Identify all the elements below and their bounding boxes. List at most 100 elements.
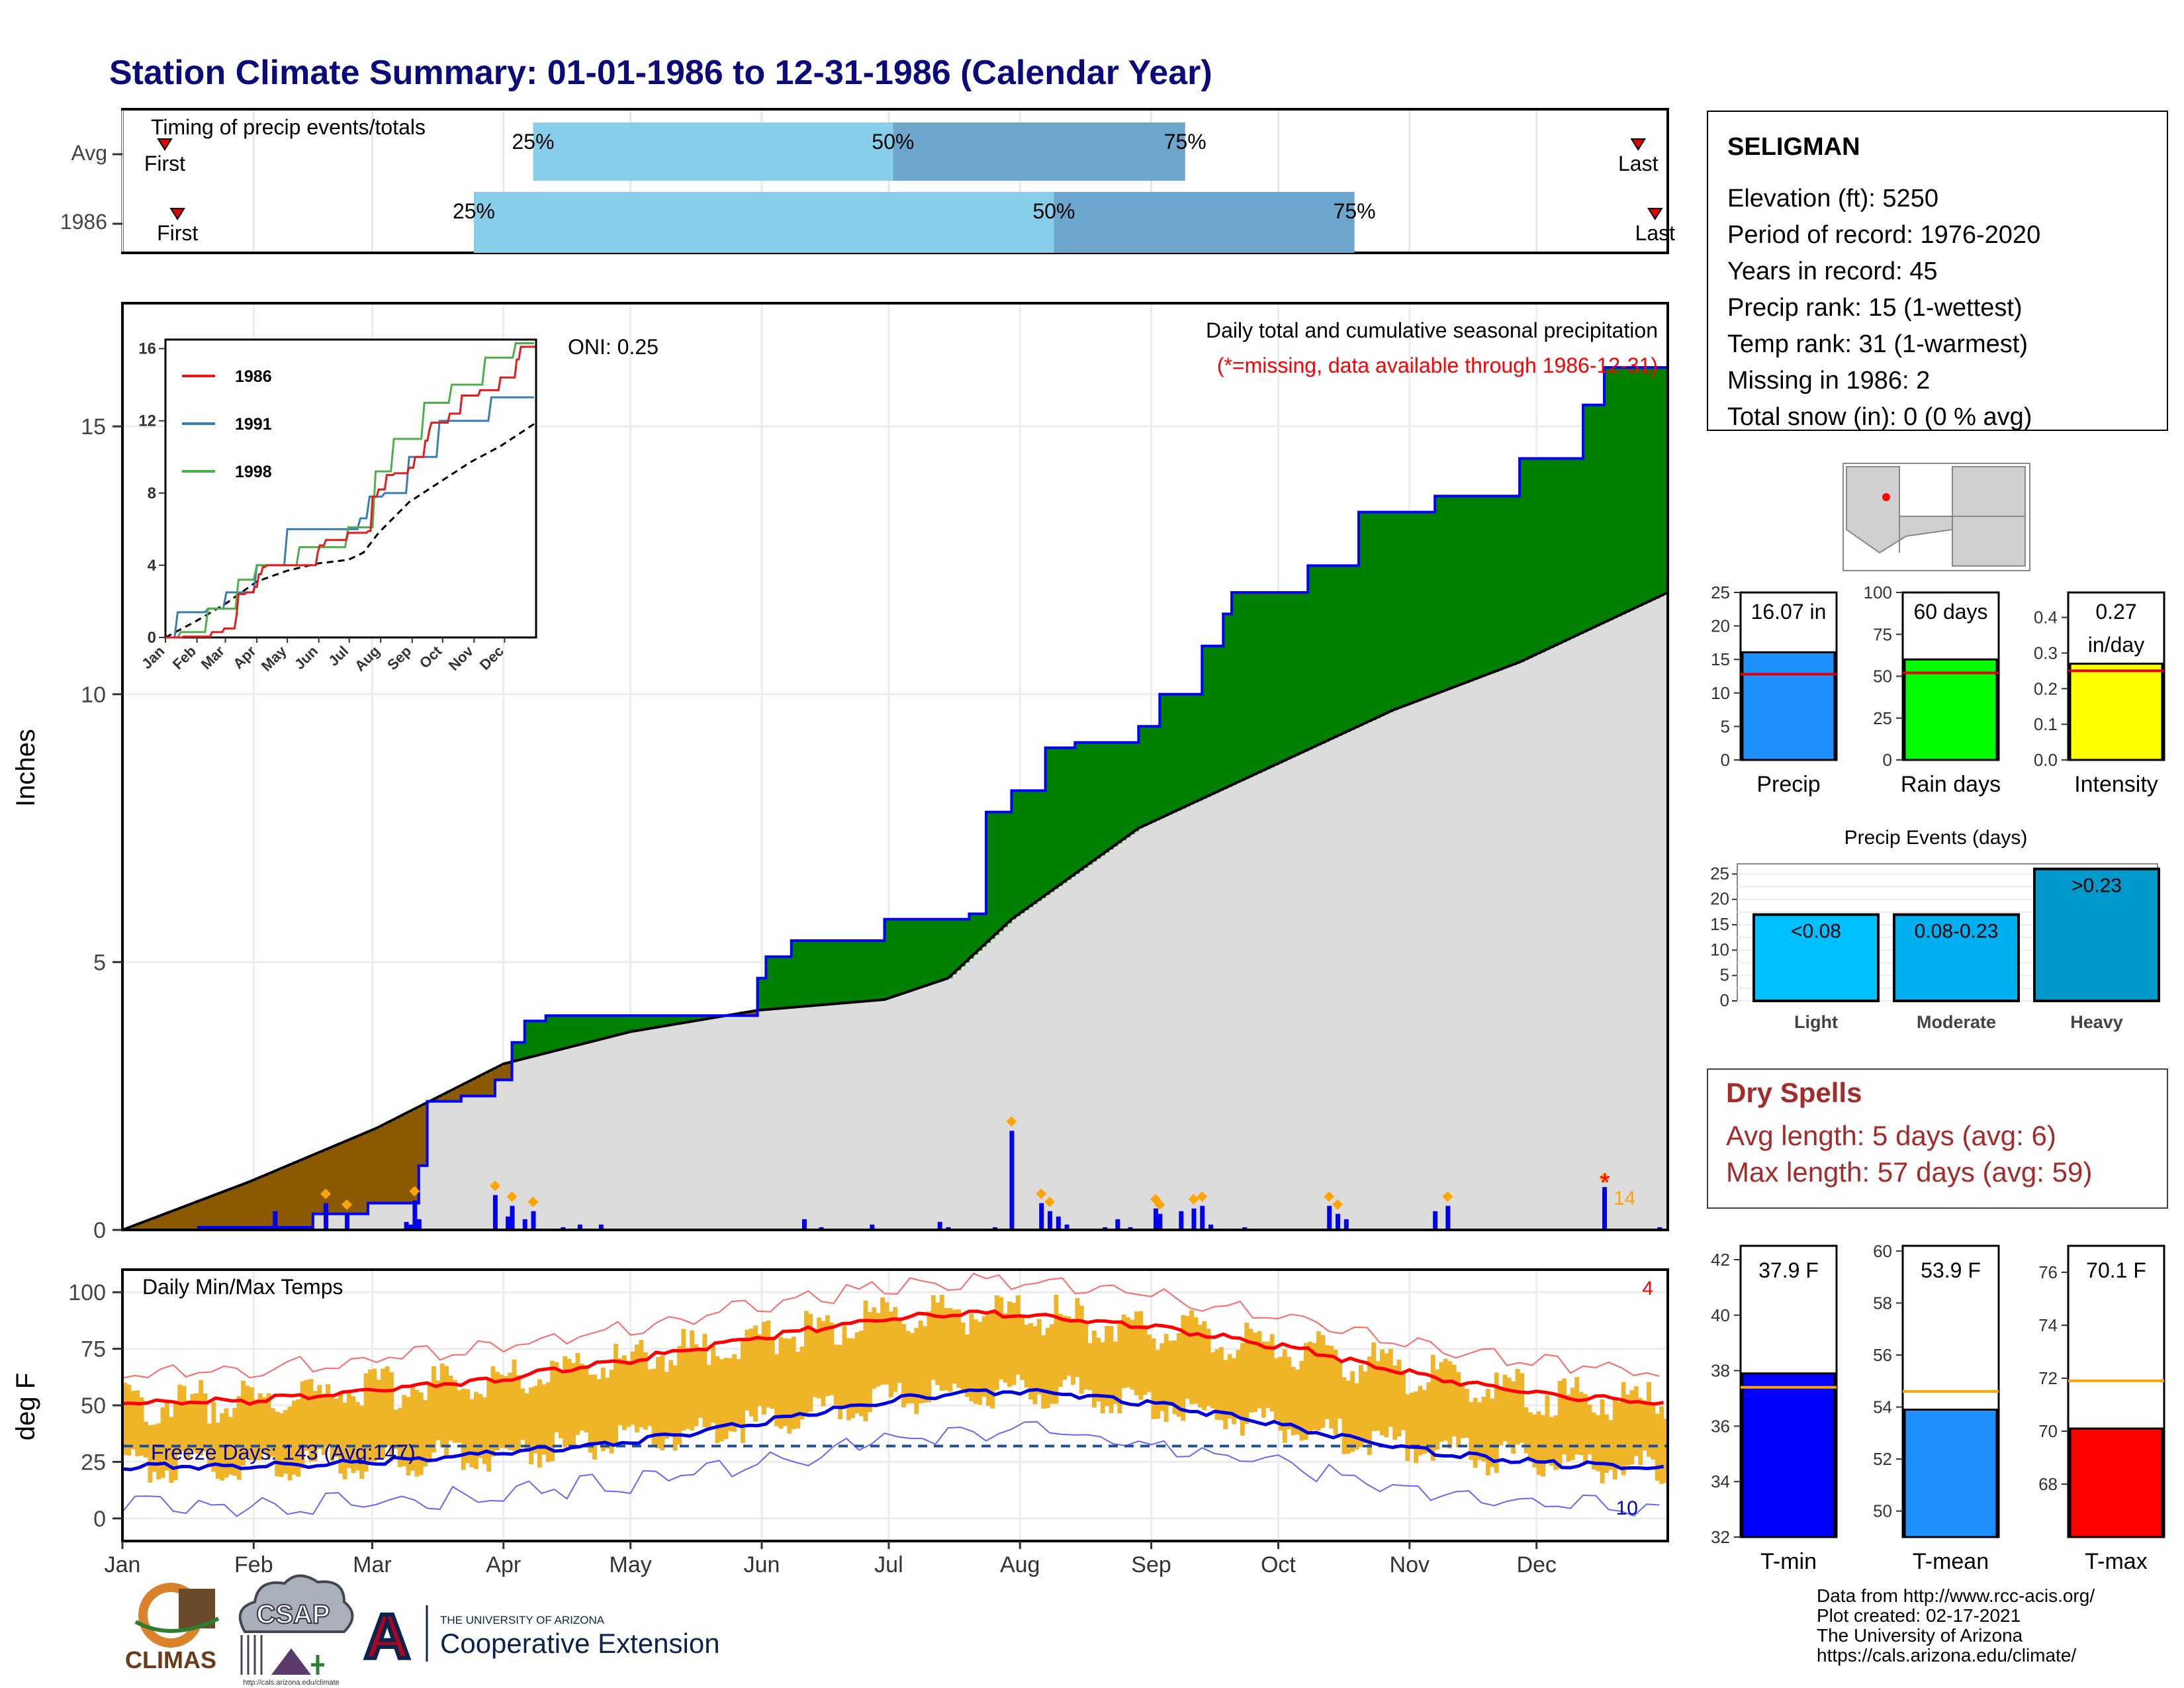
daily-temp-range-bar — [304, 1380, 309, 1451]
surplus-fill — [757, 978, 762, 1011]
deficit-fill — [381, 1126, 386, 1203]
daily-precip-bar — [561, 1227, 566, 1230]
summary-bar-tick-label: 0.4 — [2034, 608, 2058, 628]
daily-temp-range-bar — [672, 1365, 678, 1451]
daily-temp-range-bar — [1269, 1334, 1275, 1412]
deficit-fill — [418, 1106, 424, 1166]
daily-temp-range-bar — [1223, 1360, 1228, 1430]
surplus-fill — [533, 1021, 538, 1056]
surplus-fill — [994, 812, 999, 935]
daily-temp-range-bar — [1498, 1387, 1504, 1446]
surplus-fill — [1384, 512, 1389, 714]
daily-temp-range-bar — [1435, 1369, 1440, 1450]
events-bar-label: <0.08 — [1791, 921, 1841, 943]
events-bar-heavy — [2033, 867, 2160, 1002]
summary-bar-tick-label: 5 — [1721, 716, 1730, 736]
daily-temp-range-bar — [508, 1372, 513, 1450]
daily-precip-bar — [1343, 1219, 1349, 1230]
daily-temp-range-bar — [1532, 1414, 1537, 1468]
events-tick-label: 5 — [1720, 965, 1729, 985]
deficit-fill — [469, 1081, 475, 1096]
station-line-7: Total snow (in): 0 (0 % avg) — [1727, 403, 2032, 431]
daily-temp-range-bar — [1193, 1317, 1199, 1404]
heavy-day-marker — [489, 1180, 500, 1192]
daily-temp-range-bar — [1236, 1350, 1241, 1418]
precip-y-tick-label: 10 — [81, 682, 106, 708]
deficit-fill — [347, 1141, 352, 1214]
daily-temp-range-bar — [596, 1379, 602, 1445]
daily-temp-range-bar — [1189, 1310, 1195, 1405]
daily-temp-range-bar — [1384, 1353, 1389, 1438]
daily-temp-range-bar — [664, 1372, 669, 1439]
deficit-fill — [478, 1076, 483, 1096]
daily-temp-range-bar — [1050, 1324, 1054, 1404]
deficit-fill — [291, 1164, 296, 1227]
summary-bar-tick-label: 20 — [1711, 616, 1730, 636]
surplus-fill — [872, 941, 877, 1001]
oni-label: ONI: 0.25 — [568, 335, 659, 359]
daily-precip-bar — [345, 1213, 350, 1230]
daily-temp-range-bar — [787, 1338, 792, 1434]
daily-temp-range-bar — [232, 1407, 238, 1476]
surplus-fill — [986, 812, 991, 943]
deficit-fill — [160, 1215, 165, 1230]
daily-temp-range-bar — [490, 1366, 496, 1457]
temp-y-tick-label: 25 — [81, 1450, 106, 1475]
surplus-fill — [990, 812, 995, 939]
surplus-fill — [965, 919, 970, 962]
surplus-fill — [575, 1015, 580, 1046]
daily-temp-range-bar — [690, 1330, 695, 1430]
daily-temp-range-bar — [973, 1319, 978, 1404]
daily-temp-range-bar — [326, 1384, 330, 1447]
dry-spells-max: Max length: 57 days (avg: 59) — [1726, 1156, 2092, 1188]
daily-precip-bar — [408, 1224, 414, 1230]
precip-panel-title: Daily total and cumulative seasonal prec… — [1206, 318, 1658, 342]
surplus-fill — [1570, 458, 1575, 639]
daily-precip-bar — [416, 1219, 422, 1230]
daily-temp-range-bar — [1608, 1420, 1614, 1470]
daily-temp-range-bar — [1469, 1402, 1474, 1460]
surplus-fill — [1536, 458, 1541, 655]
temp-panel-title: Daily Min/Max Temps — [142, 1275, 343, 1299]
daily-temp-range-bar — [681, 1329, 686, 1431]
daily-temp-range-bar — [1418, 1385, 1423, 1456]
surplus-fill — [1557, 458, 1563, 645]
csap-logo-text: CSAP — [256, 1600, 330, 1629]
surplus-fill — [1583, 404, 1588, 633]
deficit-fill — [241, 1185, 246, 1227]
deficit-fill — [300, 1160, 305, 1227]
surplus-fill — [1193, 694, 1199, 803]
daily-temp-range-bar — [503, 1376, 508, 1449]
daily-temp-range-bar — [888, 1311, 893, 1397]
surplus-fill — [529, 1021, 534, 1058]
daily-temp-range-bar — [741, 1338, 745, 1444]
daily-temp-range-bar — [300, 1381, 305, 1469]
daily-temp-range-bar — [1409, 1392, 1414, 1449]
deficit-fill — [164, 1213, 169, 1230]
deficit-fill — [228, 1190, 233, 1227]
dry-spells-box: Dry Spells Avg length: 5 days (avg: 6) M… — [1707, 1068, 2168, 1209]
surplus-fill — [1308, 565, 1313, 750]
daily-temp-range-bar — [291, 1400, 296, 1475]
timing-first-marker — [157, 138, 173, 151]
summary-bar-value: 60 days — [1913, 600, 1987, 624]
footer-line-4: https://cals.arizona.edu/climate/ — [1817, 1645, 2076, 1665]
daily-temp-range-bar — [1506, 1378, 1512, 1446]
surplus-fill — [1083, 742, 1089, 868]
daily-precip-bar — [577, 1224, 582, 1230]
deficit-fill — [152, 1219, 157, 1230]
daily-temp-range-bar — [275, 1411, 280, 1477]
surplus-fill — [999, 812, 1004, 931]
daily-precip-bar — [1128, 1227, 1133, 1230]
temp-summary-value: 70.1 F — [2086, 1258, 2146, 1282]
daily-temp-range-bar — [1511, 1382, 1516, 1454]
daily-temp-range-bar — [1354, 1383, 1359, 1450]
surplus-fill — [541, 1021, 547, 1055]
surplus-fill — [1342, 565, 1347, 734]
surplus-fill — [918, 919, 923, 988]
deficit-fill — [130, 1227, 136, 1230]
daily-precip-bar — [937, 1221, 942, 1230]
precip-panel: 0 5 10 15 Inches Daily total and cumulative… — [11, 302, 1669, 1243]
daily-temp-range-bar — [905, 1331, 911, 1404]
inset-y-label: 8 — [148, 485, 156, 502]
